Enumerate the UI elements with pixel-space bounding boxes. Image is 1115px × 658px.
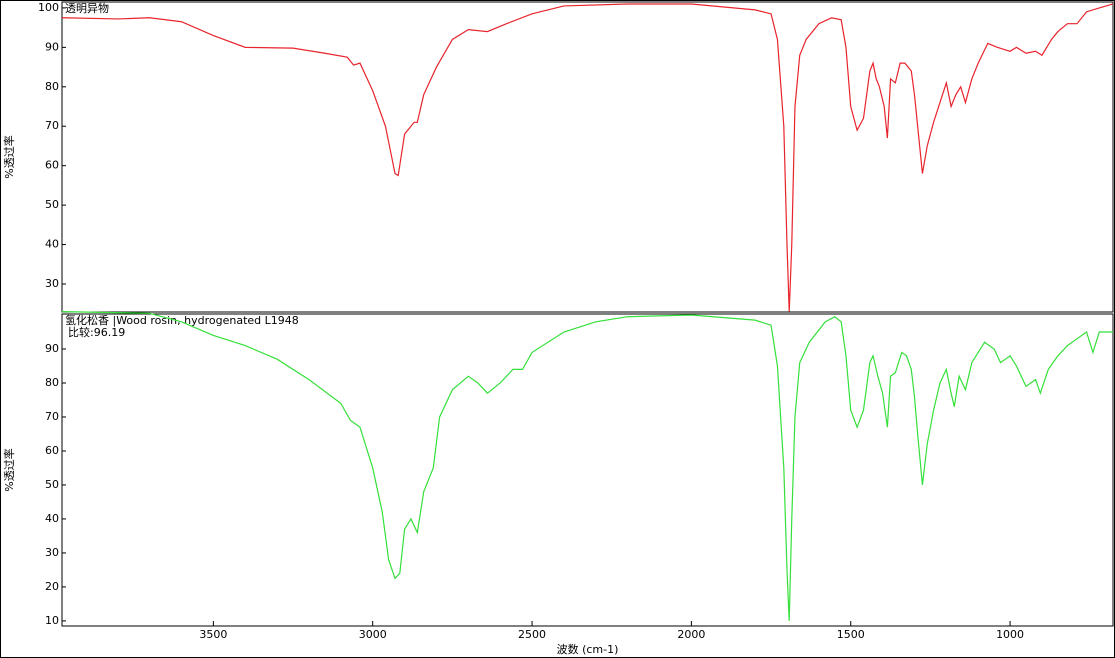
x-tick-label: 3000 [359,628,387,641]
x-tick-label: 1000 [996,628,1024,641]
y-tick-label: 70 [45,119,59,132]
y-tick-label: 30 [45,546,59,559]
y-tick-label: 70 [45,410,59,423]
y-tick-label: 80 [45,80,59,93]
y-tick-label: 100 [38,1,59,14]
y-tick-label: 60 [45,444,59,457]
x-tick-label: 2000 [677,628,705,641]
plot-frame [61,1,1114,313]
y-tick-label: 50 [45,478,59,491]
y-tick-label: 10 [45,614,59,627]
y-tick-label: 60 [45,159,59,172]
x-axis-label: 波数 (cm-1) [557,643,619,656]
plot-frame [61,313,1114,627]
y-tick-label: 40 [45,238,59,251]
y-axis-label: %透过率 [2,135,16,178]
y-axis-label: %透过率 [2,448,16,491]
x-tick-label: 2500 [518,628,546,641]
spectrum-line [61,311,1113,621]
y-tick-label: 90 [45,40,59,53]
annotation: 比较:96.19 [68,325,125,339]
sample-title: 氢化松香 |Wood rosin, hydrogenated L1948 [65,313,299,327]
x-tick-label: 1500 [837,628,865,641]
spectrum-line [61,3,1114,312]
y-tick-label: 80 [45,376,59,389]
y-tick-label: 90 [45,342,59,355]
x-tick-label: 3500 [199,628,227,641]
y-tick-label: 30 [45,277,59,290]
y-tick-label: 20 [45,580,59,593]
sample-title: 透明异物 [65,1,109,15]
y-tick-label: 40 [45,512,59,525]
y-tick-label: 50 [45,198,59,211]
